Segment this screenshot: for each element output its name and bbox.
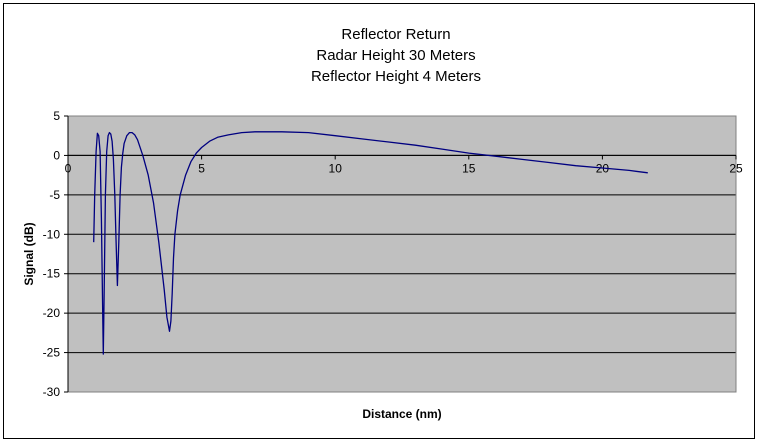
y-tick-label: -15: [43, 267, 61, 281]
series-line-0: [93, 131, 648, 355]
chart-frame: 5 0 -5 -10 -15 -20 -25 -30 0 5 10 15 20 25 Reflector R…: [3, 3, 755, 439]
x-axis-title: Distance (nm): [362, 407, 441, 421]
chart-title-line-3: Reflector Height 4 Meters: [311, 68, 481, 85]
x-tick-label: 10: [329, 161, 343, 175]
x-tick-label: 15: [462, 161, 476, 175]
y-tick-label: -25: [43, 346, 61, 360]
x-tick-label: 5: [198, 161, 205, 175]
y-tick-label: -10: [43, 227, 61, 241]
y-axis-title: Signal (dB): [22, 222, 36, 285]
y-tick-label: -20: [43, 306, 61, 320]
y-tick-label: 0: [53, 148, 60, 162]
y-tick-label: -5: [49, 188, 60, 202]
y-tick-label: -30: [43, 385, 61, 399]
chart-title-line-1: Reflector Return: [341, 26, 450, 43]
plot-area: [68, 116, 736, 392]
chart-title-line-2: Radar Height 30 Meters: [316, 47, 475, 64]
x-tick-label: 25: [729, 161, 743, 175]
x-tick-label: 0: [65, 161, 72, 175]
y-tick-label: 5: [53, 109, 60, 123]
